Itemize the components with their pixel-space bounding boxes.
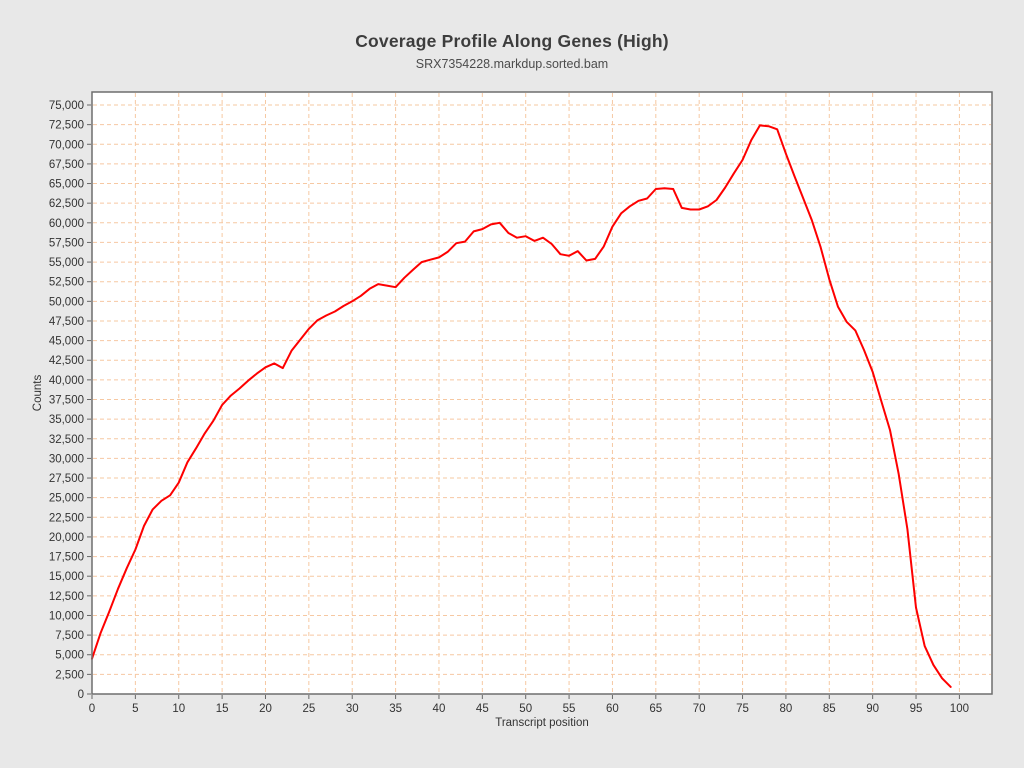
y-tick-label: 22,500 bbox=[49, 512, 84, 524]
y-tick-label: 25,000 bbox=[49, 493, 84, 505]
y-tick-label: 17,500 bbox=[49, 552, 84, 564]
y-tick-label: 20,000 bbox=[49, 532, 84, 544]
x-tick-label: 70 bbox=[693, 703, 706, 715]
y-tick-label: 12,500 bbox=[49, 591, 84, 603]
x-tick-label: 45 bbox=[476, 703, 489, 715]
plot-background bbox=[92, 92, 992, 694]
x-tick-label: 5 bbox=[132, 703, 138, 715]
x-tick-label: 35 bbox=[389, 703, 402, 715]
y-tick-label: 72,500 bbox=[49, 120, 84, 132]
y-tick-label: 42,500 bbox=[49, 355, 84, 367]
x-tick-label: 60 bbox=[606, 703, 619, 715]
y-tick-label: 32,500 bbox=[49, 434, 84, 446]
plot-border bbox=[91, 91, 993, 695]
y-tick-label: 47,500 bbox=[49, 316, 84, 328]
x-tick-label: 40 bbox=[433, 703, 446, 715]
y-tick-label: 50,000 bbox=[49, 296, 84, 308]
x-tick-label: 10 bbox=[172, 703, 185, 715]
x-tick-label: 95 bbox=[910, 703, 923, 715]
y-tick-label: 55,000 bbox=[49, 257, 84, 269]
x-axis-title: Transcript position bbox=[495, 717, 589, 729]
y-tick-label: 40,000 bbox=[49, 375, 84, 387]
x-tick-label: 30 bbox=[346, 703, 359, 715]
x-tick-label: 50 bbox=[519, 703, 532, 715]
y-tick-label: 37,500 bbox=[49, 395, 84, 407]
y-tick-label: 57,500 bbox=[49, 237, 84, 249]
x-tick-label: 20 bbox=[259, 703, 272, 715]
y-tick-label: 0 bbox=[78, 689, 84, 701]
y-tick-label: 30,000 bbox=[49, 453, 84, 465]
x-tick-label: 25 bbox=[302, 703, 315, 715]
x-tick-label: 100 bbox=[950, 703, 969, 715]
x-tick-label: 75 bbox=[736, 703, 749, 715]
x-tick-label: 0 bbox=[89, 703, 95, 715]
x-tick-label: 90 bbox=[866, 703, 879, 715]
chart-subtitle: SRX7354228.markdup.sorted.bam bbox=[415, 57, 609, 71]
y-tick-label: 45,000 bbox=[49, 336, 84, 348]
x-tick-label: 55 bbox=[563, 703, 576, 715]
x-tick-label: 65 bbox=[649, 703, 662, 715]
y-tick-label: 5,000 bbox=[55, 650, 84, 662]
x-tick-label: 85 bbox=[823, 703, 836, 715]
coverage-line bbox=[91, 124, 952, 688]
y-tick-label: 2,500 bbox=[55, 669, 84, 681]
y-tick-label: 65,000 bbox=[49, 179, 84, 191]
y-tick-label: 52,500 bbox=[49, 277, 84, 289]
x-tick-label: 80 bbox=[780, 703, 793, 715]
y-tick-label: 60,000 bbox=[49, 218, 84, 230]
x-tick-label: 15 bbox=[216, 703, 229, 715]
y-tick-label: 7,500 bbox=[55, 630, 84, 642]
chart-title: Coverage Profile Along Genes (High) bbox=[355, 31, 669, 51]
y-tick-label: 35,000 bbox=[49, 414, 84, 426]
y-tick-label: 62,500 bbox=[49, 198, 84, 210]
y-tick-label: 67,500 bbox=[49, 159, 84, 171]
y-tick-label: 27,500 bbox=[49, 473, 84, 485]
y-tick-label: 10,000 bbox=[49, 610, 84, 622]
y-tick-label: 75,000 bbox=[49, 100, 84, 112]
y-tick-label: 70,000 bbox=[49, 139, 84, 151]
y-tick-label: 15,000 bbox=[49, 571, 84, 583]
